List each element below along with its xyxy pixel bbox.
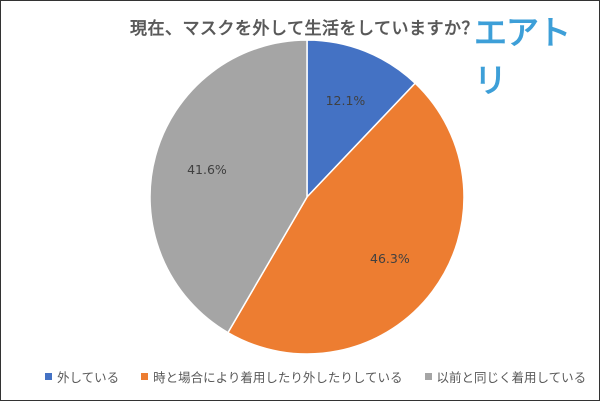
data-label: 12.1% xyxy=(326,93,366,108)
chart-title: 現在、マスクを外して生活をしていますか？ xyxy=(130,19,479,39)
legend-label: 以前と同じく着用している xyxy=(436,370,587,385)
legend-item: 外している xyxy=(45,367,119,386)
legend-label: 外している xyxy=(57,370,120,385)
legend-item: 以前と同じく着用している xyxy=(424,367,587,386)
legend: 外している 時と場合により着用したり外したりしている 以前と同じく着用している xyxy=(45,367,586,386)
legend-swatch xyxy=(424,373,432,380)
brand-logo: エアトリ xyxy=(474,13,571,100)
legend-swatch xyxy=(141,373,149,380)
data-label: 41.6% xyxy=(187,162,227,177)
legend-swatch xyxy=(45,373,52,380)
data-label: 46.3% xyxy=(370,251,410,266)
pie-slice xyxy=(149,39,308,334)
pie-slice xyxy=(306,39,417,199)
legend-label: 時と場合により着用したり外したりしている xyxy=(153,370,403,385)
pie-slice xyxy=(226,82,465,355)
legend-item: 時と場合により着用したり外したりしている xyxy=(141,367,403,386)
